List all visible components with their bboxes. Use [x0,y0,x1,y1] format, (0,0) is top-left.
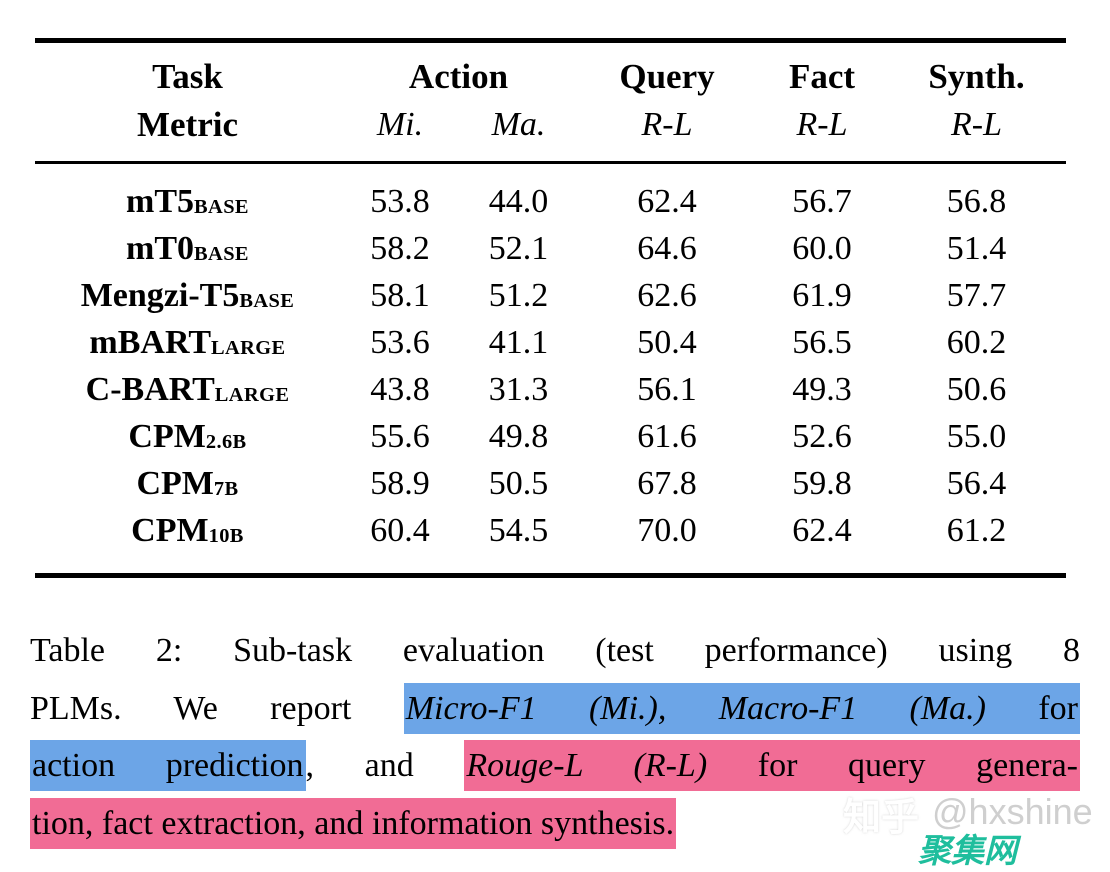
caption-line-3: action prediction, and Rouge-L (R-L) for… [30,737,1080,795]
header-metric: Metric [136,105,239,144]
table-header-rule [35,161,1066,164]
cell-action-mi: 53.8 [370,182,430,220]
caption-line-1: Table 2: Sub-task evaluation (test perfo… [30,622,1080,680]
cell-synth-rl: 60.2 [946,323,1007,361]
model-name: mT0 BASE [126,229,249,267]
model-name: mT5 BASE [126,182,249,220]
cell-synth-rl: 51.4 [946,229,1007,267]
model-name: CPM 7B [136,464,239,502]
author-handle-watermark: @hxshine [932,791,1093,832]
header-query: Query [619,57,715,96]
table-header: Task Action Query Fact Synth. Metric Mi.… [35,53,1066,149]
caption-metric-names: Micro-F1 (Mi.), Macro-F1 (Ma.) [405,689,987,727]
cell-action-mi: 60.4 [370,511,430,549]
header-metric-fact-rl: R-L [796,106,848,143]
caption-text: , and [305,747,465,784]
cell-action-mi: 55.6 [370,417,430,455]
model-size-subscript: 2.6B [205,430,247,453]
cell-action-ma: 41.1 [488,323,549,361]
cell-action-ma: 51.2 [488,276,549,314]
table-body: mT5 BASE 53.8 44.0 62.4 56.7 56.8 mT0 BASE… [35,178,1066,554]
cell-synth-rl: 61.2 [946,511,1007,549]
cell-action-mi: 43.8 [370,370,430,408]
cell-synth-rl: 55.0 [946,417,1007,455]
cell-synth-rl: 50.6 [946,370,1007,408]
cell-fact-rl: 56.7 [792,182,852,220]
juji-logo-watermark: 聚集网 [918,832,1017,869]
cell-fact-rl: 62.4 [792,511,852,549]
cell-fact-rl: 49.3 [792,370,852,408]
header-metric-ma: Ma. [491,106,546,143]
model-name: CPM 10B [131,511,244,549]
cell-query-rl: 62.6 [637,276,697,314]
zhihu-watermark: 知乎 [843,797,920,839]
cell-fact-rl: 52.6 [792,417,852,455]
cell-fact-rl: 60.0 [792,229,852,267]
caption-line-2: PLMs. We report Micro-F1 (Mi.), Macro-F1… [30,680,1081,738]
model-size-subscript: LARGE [211,336,286,359]
header-metric-query-rl: R-L [641,106,693,143]
header-metric-synth-rl: R-L [951,106,1002,143]
model-size-subscript: BASE [239,289,295,312]
model-name: Mengzi-T5 BASE [80,276,295,314]
cell-query-rl: 56.1 [637,370,697,408]
cell-action-ma: 44.0 [488,182,549,220]
cell-query-rl: 67.8 [637,464,697,502]
cell-query-rl: 50.4 [637,323,697,361]
cell-action-mi: 53.6 [370,323,430,361]
caption-text: Table 2: Sub-task evaluation (test perfo… [30,632,1080,669]
table-caption: Table 2: Sub-task evaluation (test perfo… [30,622,1081,853]
model-size-subscript: 7B [213,477,239,500]
caption-text: for query genera- [707,747,1078,784]
caption-metric-names: Rouge-L (R-L) [466,747,708,784]
cell-query-rl: 64.6 [637,229,697,267]
table-bottom-rule [35,573,1066,578]
header-metric-mi: Mi. [376,106,424,143]
cell-fact-rl: 61.9 [792,276,852,314]
cell-action-ma: 52.1 [488,229,549,267]
model-name: mBART LARGE [89,323,286,361]
model-size-subscript: LARGE [214,383,290,406]
cell-synth-rl: 56.8 [946,182,1007,220]
cell-synth-rl: 57.7 [946,276,1007,314]
header-action: Action [408,57,509,96]
model-name: C-BART LARGE [85,370,290,408]
pink-highlight: tion, fact extraction, and information s… [30,797,677,849]
cell-query-rl: 62.4 [637,182,697,220]
cell-action-mi: 58.1 [370,276,430,314]
cell-synth-rl: 56.4 [946,464,1007,502]
cell-action-ma: 49.8 [488,417,549,455]
cell-action-mi: 58.2 [370,229,430,267]
cell-fact-rl: 59.8 [792,464,852,502]
cell-action-mi: 58.9 [370,464,430,502]
cell-action-ma: 50.5 [488,464,549,502]
table-top-rule [35,38,1066,43]
caption-text: PLMs. We report [30,689,404,727]
header-synth: Synth. [928,57,1025,96]
cell-query-rl: 61.6 [637,417,697,455]
caption-line-4: tion, fact extraction, and information s… [30,795,1080,853]
blue-highlight: action prediction [30,740,306,791]
header-task: Task [152,57,223,96]
model-size-subscript: 10B [208,524,244,547]
pink-highlight: Rouge-L (R-L) for query genera- [464,740,1080,791]
model-size-subscript: BASE [194,242,249,265]
caption-text: for [986,689,1079,727]
cell-query-rl: 70.0 [637,511,697,549]
model-name: CPM 2.6B [128,417,247,455]
cell-action-ma: 31.3 [488,370,549,408]
cell-fact-rl: 56.5 [792,323,852,361]
model-size-subscript: BASE [194,195,249,218]
blue-highlight: Micro-F1 (Mi.), Macro-F1 (Ma.) for [403,682,1081,734]
cell-action-ma: 54.5 [488,511,549,549]
header-fact: Fact [788,57,856,96]
